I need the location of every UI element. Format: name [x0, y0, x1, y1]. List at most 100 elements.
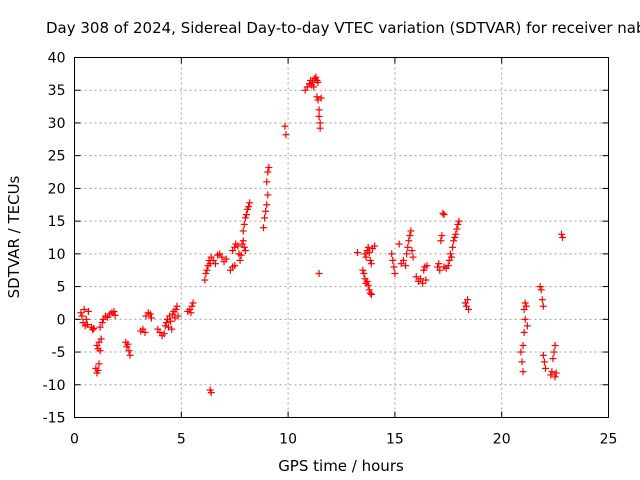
data-point: [549, 355, 557, 363]
data-point: [522, 302, 530, 310]
data-point: [367, 260, 375, 268]
data-point: [126, 351, 134, 359]
data-point: [96, 347, 104, 355]
data-point: [366, 256, 374, 264]
data-point: [399, 256, 407, 264]
data-point: [141, 328, 149, 336]
data-point: [315, 270, 323, 277]
data-point: [314, 78, 322, 86]
data-point: [559, 234, 567, 241]
data-point: [172, 306, 180, 313]
data-point: [315, 106, 323, 114]
data-point: [218, 253, 226, 261]
axis-ticks: 0 5 10 15 20 25 -15 -10 -5 0 5 10 15 20 25 30 35 40: [43, 51, 618, 448]
data-point: [519, 342, 527, 349]
data-point: [80, 306, 88, 313]
data-point: [281, 122, 289, 130]
x-tick-label: 10: [279, 432, 297, 448]
data-point: [147, 314, 155, 322]
data-point: [440, 211, 448, 219]
y-tick-label: 20: [48, 181, 66, 197]
data-point: [517, 348, 525, 356]
data-point: [444, 262, 452, 270]
data-point: [412, 273, 420, 281]
data-point: [363, 277, 371, 285]
data-point: [162, 319, 170, 327]
data-point: [404, 243, 412, 251]
data-point: [550, 348, 558, 356]
data-point: [359, 266, 367, 274]
data-point: [202, 270, 210, 277]
y-tick-label: 30: [48, 116, 66, 132]
chart-title: Day 308 of 2024, Sidereal Day-to-day VTE…: [46, 19, 640, 37]
data-point: [96, 323, 104, 331]
data-point: [464, 296, 472, 304]
data-point: [389, 256, 397, 264]
data-point: [407, 227, 415, 235]
data-point: [367, 290, 375, 298]
data-point: [98, 319, 106, 327]
data-point: [263, 201, 271, 209]
data-point: [437, 237, 445, 245]
data-point: [558, 230, 566, 238]
data-point: [313, 93, 321, 101]
data-point: [240, 220, 248, 228]
data-point: [78, 312, 86, 320]
data-point: [173, 302, 181, 310]
data-point: [168, 325, 176, 333]
data-point: [362, 253, 370, 261]
data-point: [94, 366, 102, 374]
data-point: [551, 373, 559, 381]
data-point: [161, 322, 169, 330]
data-point: [540, 358, 548, 366]
data-point: [521, 315, 529, 323]
data-point: [388, 250, 396, 258]
data-point: [82, 315, 90, 323]
data-point: [364, 243, 372, 251]
plot-frame: [74, 57, 609, 418]
data-point: [315, 112, 323, 120]
data-point: [97, 335, 105, 343]
x-tick-label: 5: [177, 432, 186, 448]
y-tick-label: 0: [57, 312, 66, 328]
x-tick-label: 15: [386, 432, 404, 448]
data-point: [239, 227, 247, 235]
y-tick-label: -5: [52, 345, 66, 361]
data-point: [188, 302, 196, 310]
data-point: [264, 191, 272, 199]
data-point: [264, 168, 272, 176]
data-point: [521, 299, 529, 307]
x-tick-label: 25: [600, 432, 618, 448]
data-point: [547, 371, 555, 379]
data-point: [234, 242, 242, 250]
data-point: [242, 211, 250, 219]
data-point: [241, 247, 249, 255]
data-point: [518, 358, 526, 366]
data-point: [167, 317, 175, 325]
grid: [74, 57, 609, 418]
data-point: [552, 369, 560, 377]
data-point: [263, 178, 271, 186]
data-point: [246, 199, 254, 207]
data-point: [395, 240, 403, 248]
data-point: [403, 250, 411, 258]
data-point: [537, 286, 545, 294]
data-point: [366, 289, 374, 297]
data-point: [125, 347, 133, 355]
y-tick-label: 35: [48, 83, 66, 99]
data-point: [406, 232, 414, 240]
data-point: [390, 263, 398, 271]
data-point: [551, 342, 559, 349]
data-point: [536, 283, 544, 291]
data-point: [391, 270, 399, 277]
y-axis-title: SDTVAR / TECUs: [5, 175, 23, 298]
data-point: [240, 243, 248, 251]
data-point: [519, 368, 527, 376]
data-point: [211, 260, 219, 268]
data-point: [95, 360, 103, 368]
data-point: [408, 247, 416, 255]
data-point: [438, 232, 446, 240]
data-point: [439, 209, 447, 217]
data-point: [77, 309, 85, 317]
data-point: [548, 368, 556, 376]
